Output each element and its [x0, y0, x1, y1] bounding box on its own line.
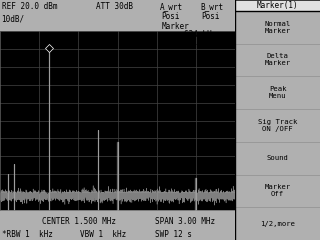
Text: Delta
Marker: Delta Marker [264, 54, 291, 66]
Text: SPAN 3.00 MHz: SPAN 3.00 MHz [155, 217, 215, 226]
Text: 10.81 dBm: 10.81 dBm [174, 38, 216, 48]
Text: Marker: Marker [162, 22, 189, 30]
Text: Posi: Posi [202, 12, 220, 21]
Text: B_wrt: B_wrt [200, 2, 223, 11]
Text: 624 kHz: 624 kHz [184, 30, 216, 39]
Text: Sound: Sound [267, 155, 289, 161]
Text: ATT 30dB: ATT 30dB [96, 2, 133, 11]
Text: 10dB/: 10dB/ [2, 14, 25, 24]
Text: Sig Track
ON /OFF: Sig Track ON /OFF [258, 119, 297, 132]
Bar [235, 0, 320, 11]
Text: VBW 1  kHz: VBW 1 kHz [80, 230, 126, 240]
Text: Marker
Off: Marker Off [264, 184, 291, 197]
Text: REF 20.0 dBm: REF 20.0 dBm [2, 2, 57, 11]
Text: Normal
Marker: Normal Marker [264, 21, 291, 34]
Text: CENTER 1.500 MHz: CENTER 1.500 MHz [42, 217, 116, 226]
Text: SWP 12 s: SWP 12 s [155, 230, 192, 240]
Text: 1/2,more: 1/2,more [260, 221, 295, 227]
Text: Posi: Posi [162, 12, 180, 21]
Text: A_wrt: A_wrt [160, 2, 183, 11]
Text: Marker(1): Marker(1) [257, 1, 299, 10]
Text: *RBW 1  kHz: *RBW 1 kHz [2, 230, 52, 240]
Text: Peak
Menu: Peak Menu [269, 86, 286, 99]
